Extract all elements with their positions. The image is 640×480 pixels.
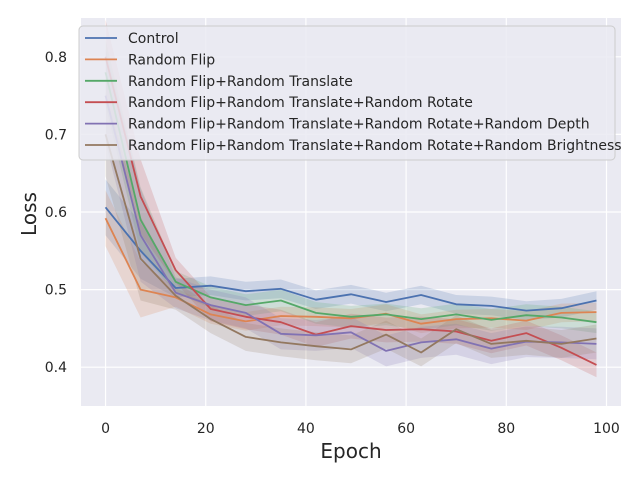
series-band-5 [105,92,597,367]
x-tick-label: 60 [397,421,415,437]
legend-label: Control [128,31,179,47]
y-tick-label: 0.7 [45,127,67,143]
legend: Control Random Flip Random Flip+Random Tra… [78,25,622,161]
legend-label: Random Flip+Random Translate+Random Rota… [128,95,473,111]
y-tick-labels: 0.4 0.5 0.6 0.7 0.8 [45,50,67,376]
series-line-2 [104,72,597,324]
legend-label: Random Flip+Random Translate+Random Rota… [128,117,590,133]
x-tick-labels: 0 20 40 60 80 100 [101,421,620,437]
y-tick-label: 0.5 [45,283,67,299]
series-band-1 [105,190,597,334]
y-tick-label: 0.8 [45,50,67,66]
x-axis-label: Epoch [320,439,381,463]
series-line-3 [104,56,597,366]
x-tick-label: 20 [197,421,215,437]
x-tick-label: 80 [497,421,515,437]
legend-label: Random Flip+Random Translate+Random Rota… [128,138,622,154]
y-tick-label: 0.4 [45,360,67,376]
legend-label: Random Flip [128,52,215,68]
x-tick-label: 0 [101,421,110,437]
legend-box [78,25,616,161]
series-line-4 [104,95,597,352]
series-band-4 [105,49,597,367]
x-tick-label: 100 [593,421,620,437]
x-tick-label: 40 [297,421,315,437]
y-tick-label: 0.6 [45,205,67,221]
series-band-0 [105,179,597,320]
legend-label: Random Flip+Random Translate [128,74,353,90]
y-axis-label: Loss [17,192,41,236]
series-line-5 [104,134,597,354]
series-lines [104,56,597,366]
